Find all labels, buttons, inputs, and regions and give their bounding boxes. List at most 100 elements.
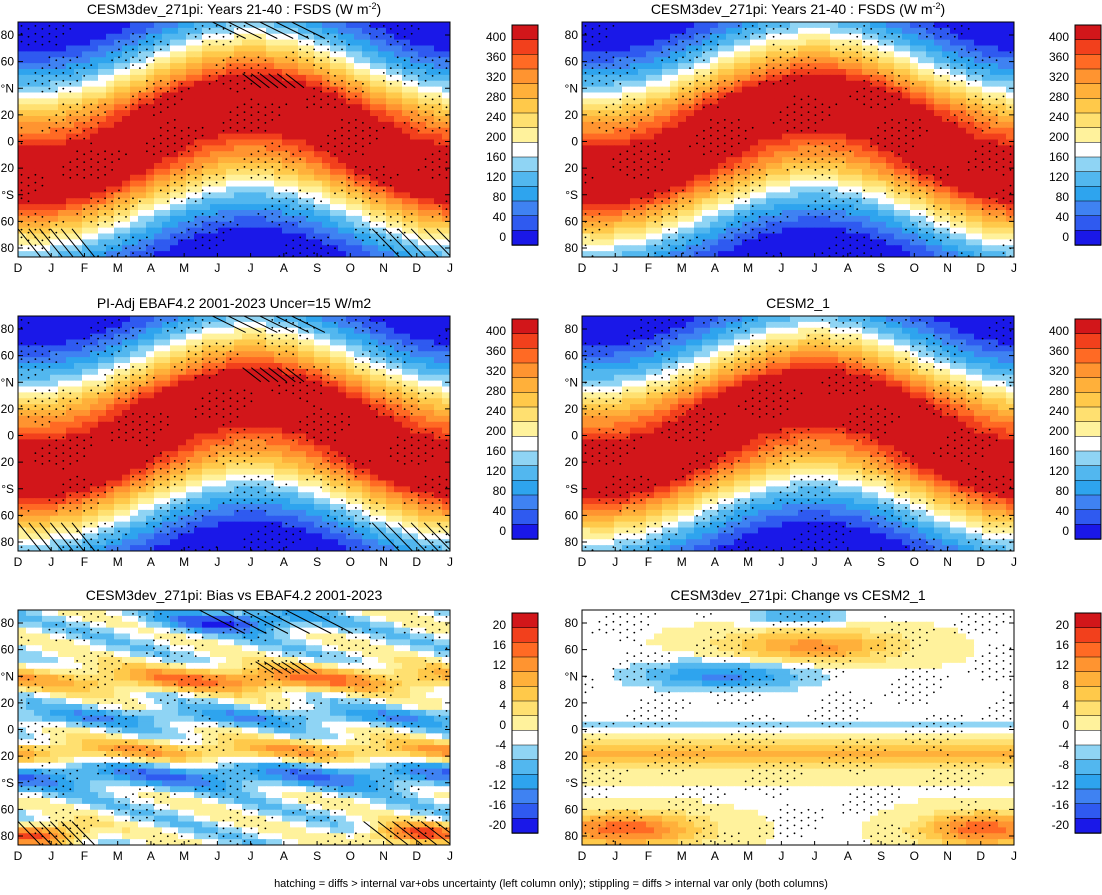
heatmap-cell [194,51,203,58]
heatmap-cell [18,233,27,240]
stipple-dot [62,166,65,168]
heatmap-cell [290,198,299,205]
heatmap-cell [434,57,443,64]
y-tick-label: 80 [1,241,15,255]
heatmap-cell [362,157,371,164]
heatmap-cell [790,57,799,64]
heatmap-cell [822,186,831,193]
heatmap-cell [122,33,131,41]
heatmap-cell [34,192,43,199]
heatmap-cell [218,86,227,94]
stipple-dot [334,59,336,62]
heatmap-cell [354,39,363,47]
heatmap-cell [306,98,315,105]
heatmap-cell [750,33,759,41]
heatmap-cell [1006,86,1014,94]
heatmap-cell [138,157,147,164]
heatmap-cell [582,39,591,47]
heatmap-cell [146,39,155,47]
heatmap-cell [942,192,951,199]
heatmap-cell [74,139,83,146]
heatmap-cell [662,98,671,105]
heatmap-cell [766,157,775,164]
heatmap-cell [758,121,767,129]
heatmap-cell [598,215,607,223]
heatmap-cell [402,57,411,64]
heatmap-cell [742,63,751,70]
heatmap-cell [814,127,823,135]
heatmap-cell [186,45,195,52]
heatmap-cell [910,145,919,152]
heatmap-cell [194,215,203,223]
heatmap-cell [774,139,783,146]
heatmap-cell [974,80,983,88]
heatmap-cell [718,86,727,94]
heatmap-cell [58,233,67,240]
heatmap-cell [878,74,887,82]
heatmap-cell [678,57,687,64]
heatmap-cell [966,198,975,205]
heatmap-cell [638,163,647,170]
heatmap-cell [242,116,251,123]
heatmap-cell [910,157,919,164]
heatmap-cell [846,33,855,41]
heatmap-cell [806,104,815,111]
heatmap-cell [114,157,123,164]
heatmap-cell [194,198,203,205]
heatmap-cell [18,251,27,257]
heatmap-cell [370,245,379,252]
heatmap-cell [122,180,131,188]
heatmap-cell [418,215,427,223]
heatmap-cell [434,63,443,70]
heatmap-cell [654,174,663,182]
heatmap-cell [934,121,943,129]
heatmap-cell [434,69,443,76]
heatmap-cell [1006,180,1014,188]
stipple-dot [173,181,176,184]
heatmap-cell [154,121,163,129]
heatmap-cell [298,221,307,229]
heatmap-cell [598,127,607,135]
stipple-dot [139,239,141,242]
stipple-dot [90,64,93,66]
heatmap-cell [426,121,435,129]
heatmap-cell [322,121,331,129]
heatmap-cell [718,168,727,176]
heatmap-cell [742,180,751,188]
heatmap-cell [646,145,655,152]
heatmap-cell [42,139,51,146]
heatmap-cell [598,63,607,70]
heatmap-cell [34,180,43,188]
heatmap-cell [50,63,59,70]
stipple-dot [285,56,288,59]
heatmap-cell [226,92,235,99]
heatmap-cell [298,233,307,240]
heatmap-cell [918,163,927,170]
heatmap-cell [710,151,719,158]
heatmap-cell [82,116,91,123]
hatch-line [436,228,450,243]
heatmap-cell [402,139,411,146]
heatmap-cell [418,210,427,217]
heatmap-cell [378,104,387,111]
heatmap-cell [606,151,615,158]
heatmap-cell [646,157,655,164]
heatmap-cell [122,227,131,235]
stipple-dot [62,87,65,90]
heatmap-cell [662,221,671,229]
heatmap-cell [202,168,211,176]
heatmap-cell [58,80,67,88]
heatmap-cell [638,69,647,76]
heatmap-cell [434,92,443,99]
heatmap-cell [798,22,807,29]
heatmap-cell [582,74,591,82]
heatmap-cell [686,133,695,141]
heatmap-cell [790,104,799,111]
heatmap-cell [186,104,195,111]
heatmap-cell [98,151,107,158]
heatmap-cell [170,33,179,41]
heatmap-cell [822,127,831,135]
heatmap-cell [886,192,895,199]
heatmap-cell [750,127,759,135]
heatmap-cell [274,215,283,223]
